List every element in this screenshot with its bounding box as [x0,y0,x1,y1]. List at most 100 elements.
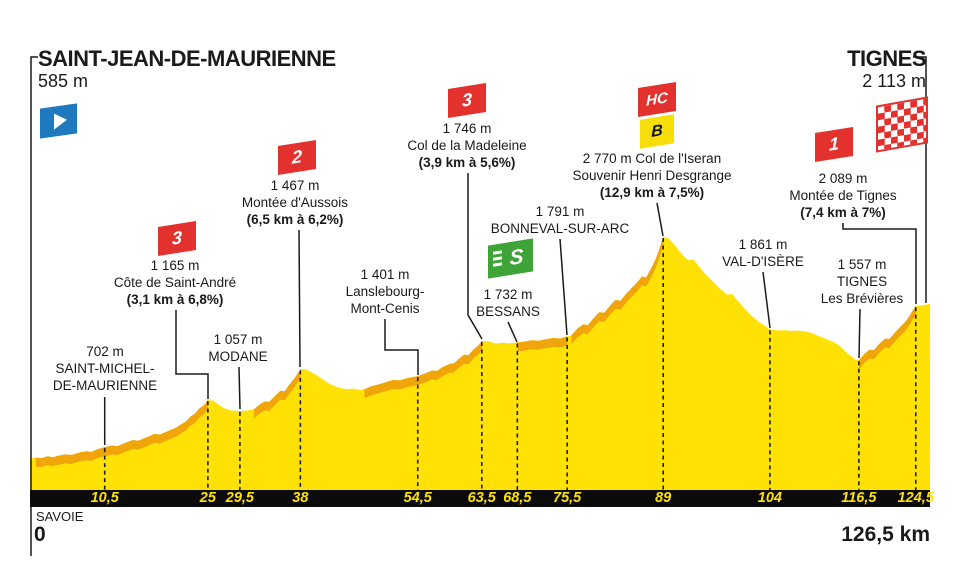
checkpoint-text: Montée d'Aussois [241,195,349,210]
checkpoint-text: SAINT-MICHEL- [55,361,155,376]
checkpoint-text: BONNEVAL-SUR-ARC [490,221,630,236]
checkpoint-text: VAL-D'ISÈRE [722,254,804,269]
checkpoint-text: Montée de Tignes [789,188,897,203]
checkpoint-text: 1 165 m [150,258,200,273]
checkpoint-label-bessans: 1 732 m BESSANS [393,286,623,320]
km-tick-label: 68,5 [503,490,532,506]
axis-start-value: 0 [34,523,46,546]
climb-gradient-text: (6,5 km à 6,2%) [246,212,344,227]
checkpoint-text: 1 791 m [535,204,585,219]
km-tick-label: 89 [655,490,672,506]
checkpoint-text: Mont-Cenis [350,301,420,316]
start-elevation: 585 m [38,71,89,91]
checkpoint-label-modane: 1 057 m MODANE [123,331,353,365]
category-flag-icon-2: 2 [278,139,316,176]
checkpoint-text: 1 861 m [738,237,788,252]
speed-dash [493,262,502,267]
checkpoint-text: 1 557 m [837,257,887,272]
checkpoint-label-madeleine: 1 746 m Col de la Madeleine (3,9 km à 5,6%… [352,120,582,171]
km-tick-label: 10,5 [90,490,119,506]
bonus-flag-icon: B [640,114,674,149]
play-icon [53,111,67,130]
checkpoint-text: 1 057 m [213,332,263,347]
checkpoint-label-valdisere: 1 861 m VAL-D'ISÈRE [648,236,878,270]
start-header: SAINT-JEAN-DE-MAURIENNE 585 m [38,46,336,92]
checkpoint-text: MODANE [208,349,268,364]
checkpoint-text: Souvenir Henri Desgrange [572,168,732,183]
axis-total-distance: 126,5 km [841,523,930,546]
checkpoint-text: 1 746 m [442,121,492,136]
distance-axis-bar [30,490,930,507]
finish-elevation: 2 113 m [862,71,926,91]
checkpoint-label-bonneval: 1 791 m BONNEVAL-SUR-ARC [445,203,675,237]
climb-shading-band [364,341,482,399]
checkpoint-text: 1 467 m [270,178,320,193]
checkpoint-text: 2 089 m [818,171,868,186]
category-flag-icon-1: 1 [815,126,853,163]
climb-shading-band [858,306,916,370]
finish-town-name: TIGNES [847,46,926,71]
climb-shading-band [571,237,664,345]
speed-dash [493,256,502,261]
region-label: SAVOIE [36,509,84,524]
edge-leader-line [913,56,927,303]
speed-dash [493,250,502,255]
checkpoint-label-brevieres: 1 557 m TIGNES Les Brévières [747,256,960,307]
km-tick-label: 124,5 [897,490,934,506]
checkpoint-text: DE-MAURIENNE [52,378,158,393]
marker-leader-line-standre [175,310,209,399]
checkpoint-label-tignes: 2 089 m Montée de Tignes (7,4 km à 7%) [728,170,958,221]
climb-gradient-text: (3,9 km à 5,6%) [418,155,516,170]
marker-leader-line-brevieres [858,308,861,359]
edge-leader-line [30,56,38,556]
checkpoint-text: 702 m [86,344,124,359]
km-tick-label: 54,5 [403,490,432,506]
checkpoint-text: BESSANS [476,304,540,319]
checkpoint-label-iseran: 2 770 m Col de l'Iseran Souvenir Henri De… [537,150,767,201]
checkpoint-text: Lanslebourg- [345,284,425,299]
checkpoint-label-lanslebourg: 1 401 m Lanslebourg- Mont-Cenis [270,266,500,317]
finish-checkered-flag-icon [876,96,928,153]
marker-leader-line-lanslebourg [384,319,419,375]
marker-leader-line-bessans [507,321,518,343]
marker-leader-line-madeleine [467,173,483,340]
sprint-letter: S [509,244,524,270]
checkpoint-text: 1 401 m [360,267,410,282]
marker-leader-line-iseran [656,202,664,237]
climb-shading-band [254,369,301,419]
checkpoint-text: 1 732 m [483,287,533,302]
checkpoint-label-aussois: 1 467 m Montée d'Aussois (6,5 km à 6,2%) [180,177,410,228]
elevation-area [30,237,930,490]
marker-leader-line-aussois [298,229,301,368]
km-tick-label: 116,5 [841,490,877,506]
km-tick-label: 63,5 [467,490,496,506]
checkpoint-label-stmichel: 702 m SAINT-MICHEL- DE-MAURIENNE [0,343,220,394]
km-tick-label: 38 [292,490,309,506]
marker-leader-line-tignes [842,223,917,304]
marker-leader-line-bonneval [559,238,568,336]
finish-header: TIGNES 2 113 m [847,46,926,92]
climb-gradient-text: (3,1 km à 6,8%) [126,292,224,307]
checkpoint-text: 2 770 m Col de l'Iseran [582,151,722,166]
climb-gradient-text: (12,9 km à 7,5%) [599,185,705,200]
checkpoint-text: Col de la Madeleine [407,138,527,153]
checkpoint-label-standre: 1 165 m Côte de Saint-André (3,1 km à 6,8%… [60,257,290,308]
checkpoint-text: TIGNES [836,274,888,289]
category-flag-icon-3: 3 [448,82,486,119]
marker-leader-line-modane [238,366,241,410]
category-flag-icon-HC: HC [638,81,676,118]
climb-gradient-text: (7,4 km à 7%) [800,205,886,220]
checkpoint-text: Les Brévières [820,291,904,306]
km-tick-label: 25 [199,490,216,506]
km-tick-label: 29,5 [225,490,254,506]
marker-leader-line-valdisere [762,271,771,329]
climb-shading-band [35,400,208,468]
start-play-flag-icon [40,103,77,139]
start-town-name: SAINT-JEAN-DE-MAURIENNE [38,46,336,71]
climb-shading-band [517,336,568,352]
km-tick-label: 75,5 [553,490,582,506]
checkpoint-text: Côte de Saint-André [113,275,237,290]
km-tick-label: 104 [757,490,782,506]
